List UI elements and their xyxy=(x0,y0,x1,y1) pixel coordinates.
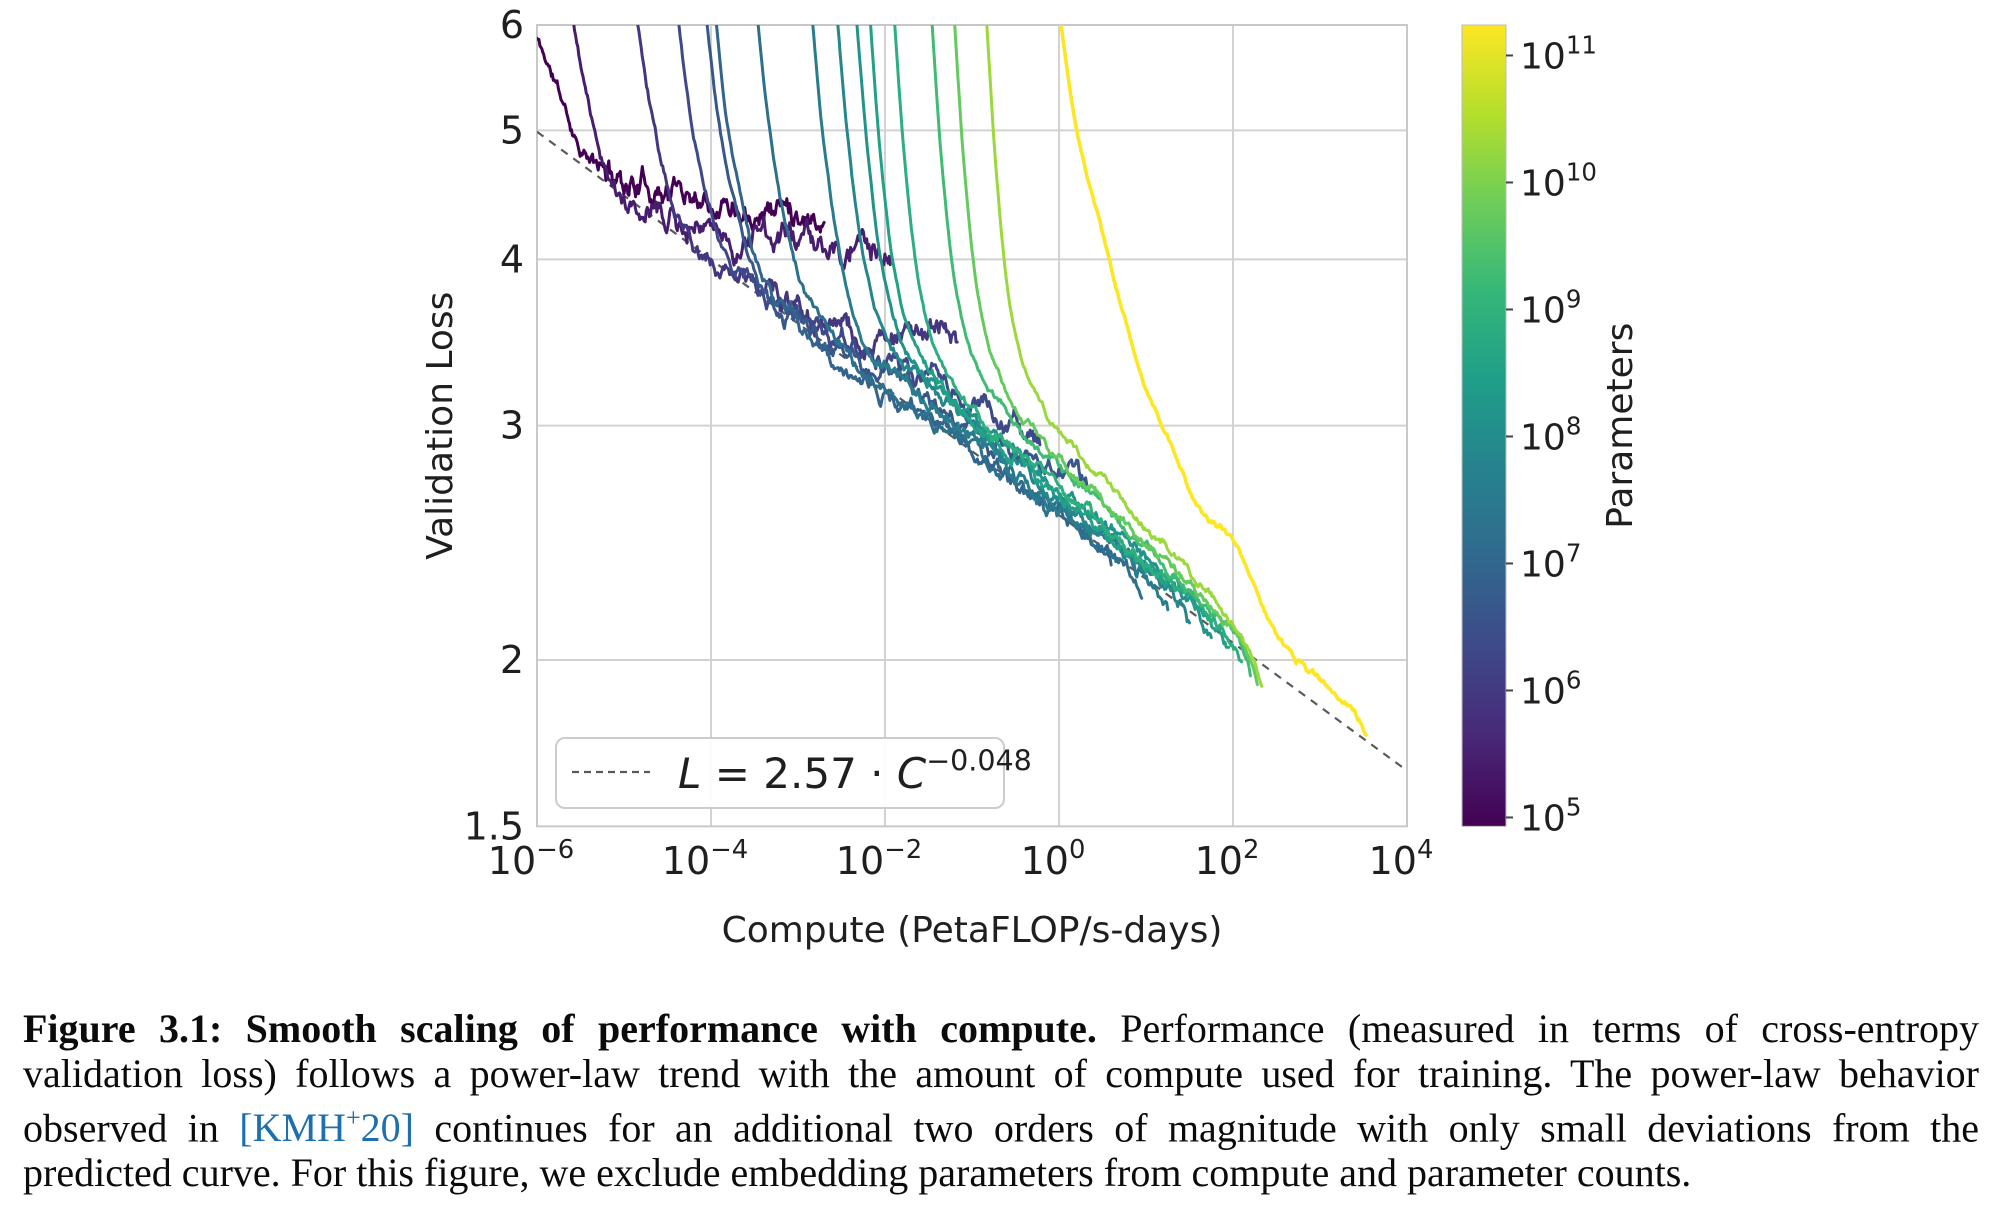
colorbar-tick-1e5: 105 xyxy=(1520,792,1581,839)
loss-curve-model-6e9 xyxy=(953,25,1259,687)
y-tick-5: 5 xyxy=(500,108,524,152)
colorbar-tick-1e6: 106 xyxy=(1520,665,1581,712)
figure-caption: Figure 3.1: Smooth scaling of performanc… xyxy=(23,1006,1979,1195)
colorbar-tick-1e7: 107 xyxy=(1520,538,1581,585)
colorbar: 1011 1010 109 108 107 106 105 Parameters xyxy=(1461,24,1641,839)
y-tick-1.5: 1.5 xyxy=(464,804,524,848)
citation-link-kmh20[interactable]: [KMH+20] xyxy=(239,1103,414,1151)
colorbar-tick-1e9: 109 xyxy=(1520,284,1581,331)
loss-curve-model-3.5e8 xyxy=(869,25,1231,649)
legend: L = 2.57 · C−0.048 xyxy=(555,737,1032,809)
plot-frame xyxy=(536,24,1408,828)
colorbar-tick-1e10: 1010 xyxy=(1520,157,1597,204)
caption-line-3: observed in [KMH+20] continues for an ad… xyxy=(23,1103,1979,1151)
caption-text: Performance (measured in terms of cross-… xyxy=(1096,1006,1979,1051)
colorbar-tick-1e8: 108 xyxy=(1520,411,1581,458)
loss-curve-model-2e10 xyxy=(985,25,1264,688)
x-tick-1e0: 100 xyxy=(1021,835,1086,883)
caption-line-2: validation loss) follows a power-law tre… xyxy=(23,1051,1979,1096)
x-tick-1e2: 102 xyxy=(1195,835,1260,883)
y-tick-2: 2 xyxy=(500,638,524,682)
y-tick-4: 4 xyxy=(500,237,524,281)
y-tick-labels: 6 5 4 3 2 1.5 xyxy=(464,3,524,848)
x-tick-labels: 10−6 10−4 10−2 100 102 104 xyxy=(488,835,1434,883)
x-tick-1e-6: 10−6 xyxy=(488,835,574,883)
caption-figure-label: Figure 3.1: Smooth scaling of performanc… xyxy=(23,1006,1097,1051)
caption-line-1: Figure 3.1: Smooth scaling of performanc… xyxy=(23,1006,1979,1051)
x-tick-1e4: 104 xyxy=(1369,835,1434,883)
loss-curve-model-1e6 xyxy=(636,25,959,361)
x-tick-1e-4: 10−4 xyxy=(662,835,748,883)
x-tick-1e-2: 10−2 xyxy=(836,835,922,883)
loss-curve-model-1.75e11 xyxy=(1059,25,1368,737)
legend-box xyxy=(555,737,1005,809)
y-axis-label: Validation Loss xyxy=(420,292,461,560)
loss-curve-model-1e5 xyxy=(537,36,826,234)
caption-line-4: predicted curve. For this figure, we exc… xyxy=(23,1150,1692,1196)
x-axis-label: Compute (PetaFLOP/s-days) xyxy=(722,910,1223,951)
loss-curve-model-8e8 xyxy=(893,25,1244,664)
loss-curve-model-3e5 xyxy=(572,25,892,272)
colorbar-tick-1e11: 1011 xyxy=(1520,30,1597,77)
legend-equation: L = 2.57 · C−0.048 xyxy=(678,743,1032,798)
loss-curve-model-1.6e8 xyxy=(855,25,1213,640)
loss-curves xyxy=(537,25,1368,737)
y-tick-3: 3 xyxy=(500,404,524,448)
loss-curve-model-2e7 xyxy=(756,25,1144,600)
colorbar-label: Parameters xyxy=(1600,323,1641,529)
loss-curve-model-2e9 xyxy=(930,25,1252,678)
colorbar-gradient xyxy=(1461,24,1507,827)
y-tick-6: 6 xyxy=(500,3,524,47)
